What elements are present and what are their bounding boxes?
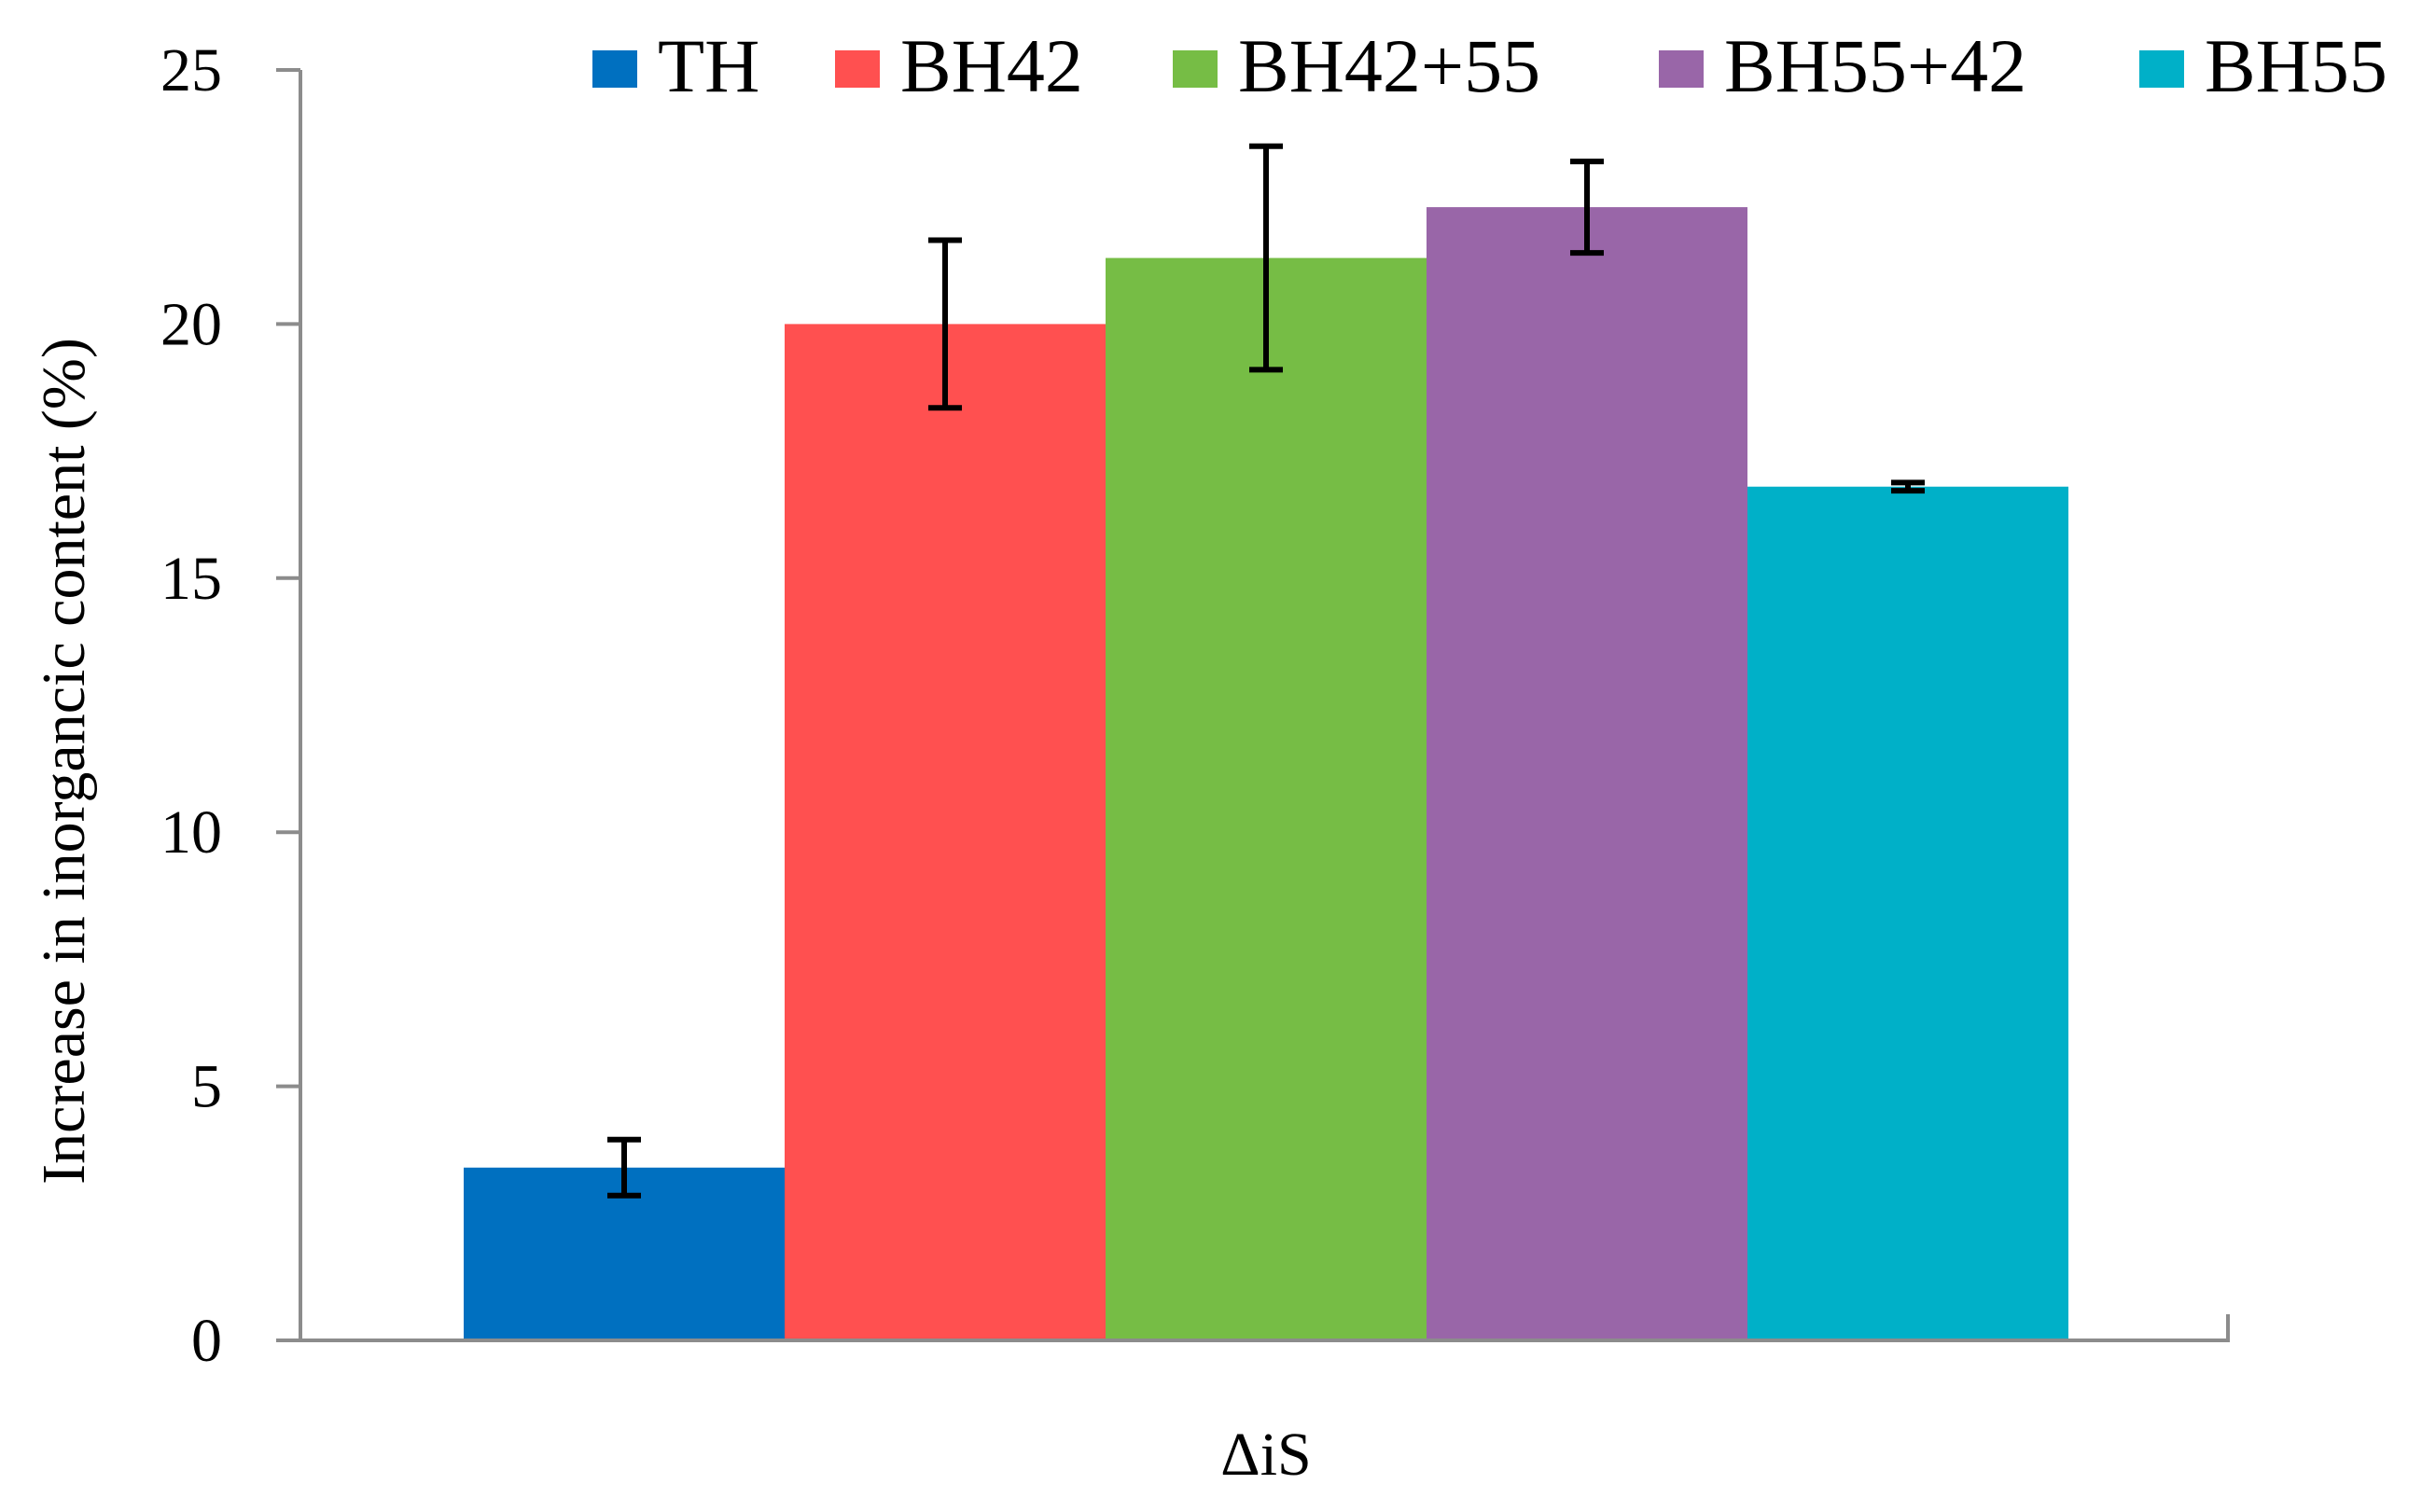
legend-item-bh55: BH55 bbox=[2139, 23, 2387, 108]
y-tick-label: 0 bbox=[191, 1307, 222, 1375]
plot-area bbox=[464, 207, 2068, 1341]
y-tick-label: 20 bbox=[160, 290, 222, 358]
x-axis-title: ΔiS bbox=[1220, 1421, 1312, 1489]
legend-item-th: TH bbox=[592, 23, 759, 108]
y-tick-label: 5 bbox=[191, 1053, 222, 1121]
error-bar-bh55 bbox=[1891, 479, 1925, 494]
y-axis-ticks: 0 5 10 15 20 25 bbox=[160, 36, 300, 1375]
legend-item-bh42-55: BH42+55 bbox=[1173, 23, 1540, 108]
bar-bh55 bbox=[1747, 486, 2068, 1340]
legend: TH BH42 BH42+55 BH55+42 BH55 bbox=[592, 23, 2387, 108]
legend-item-bh55-42: BH55+42 bbox=[1659, 23, 2026, 108]
error-bar-bh42 bbox=[928, 237, 962, 411]
bar-bh42-55 bbox=[1106, 257, 1427, 1341]
legend-swatch bbox=[592, 50, 637, 88]
y-tick-label: 10 bbox=[160, 798, 222, 867]
bar-bh42 bbox=[785, 324, 1106, 1340]
legend-label: BH55 bbox=[2205, 23, 2387, 108]
error-bar-bh42-55 bbox=[1249, 143, 1283, 373]
axes bbox=[299, 70, 2230, 1342]
error-bars bbox=[607, 143, 1925, 1199]
y-axis-title: Increase in inorgancic content (%) bbox=[30, 338, 98, 1185]
legend-item-bh42: BH42 bbox=[835, 23, 1083, 108]
bar-bh55-42 bbox=[1427, 207, 1747, 1341]
legend-label: BH42 bbox=[900, 23, 1083, 108]
y-tick-label: 25 bbox=[160, 36, 222, 104]
legend-swatch bbox=[1173, 50, 1218, 88]
y-tick-label: 15 bbox=[160, 545, 222, 613]
error-bar-th bbox=[607, 1136, 641, 1199]
x-axis-line bbox=[300, 1314, 2230, 1342]
legend-label: TH bbox=[658, 23, 759, 108]
legend-swatch bbox=[2139, 50, 2184, 88]
legend-label: BH42+55 bbox=[1238, 23, 1540, 108]
legend-label: BH55+42 bbox=[1724, 23, 2026, 108]
legend-swatch bbox=[1659, 50, 1704, 88]
error-bar-bh55-42 bbox=[1570, 159, 1604, 257]
legend-swatch bbox=[835, 50, 880, 88]
